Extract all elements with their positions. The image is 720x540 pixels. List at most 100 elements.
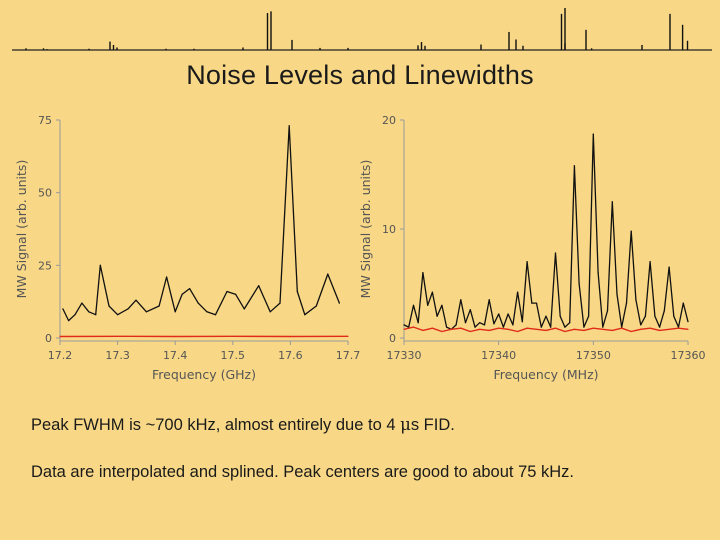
signal-point <box>588 315 590 317</box>
signal-point <box>243 308 245 310</box>
x-tick-label: 17.5 <box>221 349 246 362</box>
noise-point <box>117 335 119 337</box>
signal-point <box>117 314 119 316</box>
signal-point <box>446 326 448 328</box>
noise-point <box>289 335 291 338</box>
signal-point <box>258 285 260 287</box>
signal-point <box>158 305 160 307</box>
signal-point <box>526 261 528 263</box>
signal-point <box>559 315 561 317</box>
x-tick-label: 17.6 <box>278 349 303 362</box>
signal-point <box>597 272 599 274</box>
slide-title: Noise Levels and Linewidths <box>186 60 534 90</box>
noise-point <box>498 327 500 329</box>
signal-point <box>550 326 552 328</box>
noise-point <box>535 328 538 330</box>
signal-point <box>296 290 298 293</box>
signal-point <box>403 324 405 326</box>
signal-point <box>460 299 462 301</box>
noise-point <box>687 328 689 330</box>
signal-point <box>417 322 419 324</box>
signal-point <box>545 315 547 317</box>
signal-point <box>644 315 646 317</box>
y-tick-label: 0 <box>45 332 52 345</box>
signal-point <box>507 313 509 315</box>
signal-point <box>573 165 575 167</box>
y-tick-label: 0 <box>389 332 396 345</box>
signal-point <box>226 290 228 293</box>
signal-point <box>474 326 476 328</box>
signal-point <box>464 322 467 324</box>
signal-point <box>654 315 656 317</box>
noise-point <box>347 335 349 337</box>
signal-point <box>540 326 542 328</box>
signal-point <box>95 314 97 316</box>
signal-point <box>166 276 168 278</box>
chart-panel-mhz: 17330 17340 17350 17360 0 10 20 Frequency (MHz)… <box>358 100 713 395</box>
x-axis-label: Frequency (MHz) <box>493 367 598 382</box>
signal-point <box>554 252 557 254</box>
signal-point <box>649 261 651 263</box>
noise-point <box>659 329 661 331</box>
signal-point <box>502 326 504 328</box>
signal-point <box>108 305 110 307</box>
chart-panel-ghz: 17.2 17.3 17.4 17.5 17.6 17.7 0 25 50 75 Frequency… <box>10 100 360 395</box>
signal-point <box>583 326 585 328</box>
x-tick-label: 17.2 <box>48 349 73 362</box>
caption-interpolation: Data are interpolated and splined. Peak … <box>31 463 575 481</box>
signal-point <box>606 310 609 312</box>
noise-point <box>517 330 519 333</box>
signal-point <box>512 324 514 326</box>
x-tick-label: 17.3 <box>105 349 130 362</box>
y-tick-label: 10 <box>382 223 396 236</box>
signal-point <box>304 314 306 316</box>
x-axis-label: Frequency (GHz) <box>152 367 256 382</box>
noise-point <box>602 328 604 330</box>
x-tick-label: 17.7 <box>336 349 361 362</box>
noise-point <box>668 328 670 330</box>
signal-point <box>338 302 340 304</box>
caption-fwhm-after: s FID. <box>410 416 455 434</box>
signal-point <box>431 291 433 293</box>
signal-point <box>635 299 637 301</box>
noise-point <box>460 327 462 329</box>
signal-point <box>427 304 429 306</box>
noise-point <box>422 329 424 331</box>
signal-point <box>181 293 183 295</box>
signal-point <box>564 326 566 328</box>
noise-point <box>592 327 594 329</box>
signal-point <box>479 322 481 324</box>
signal-point <box>488 299 490 301</box>
noise-point <box>59 335 61 338</box>
noise-point <box>488 329 490 331</box>
x-tick-label: 17350 <box>576 349 611 362</box>
signal-point <box>602 326 604 328</box>
chart-mhz-svg: 17330 17340 17350 17360 0 10 20 Frequency (MHz)… <box>358 114 706 382</box>
noise-point <box>174 335 176 338</box>
signal-point <box>235 293 237 295</box>
signal-point <box>288 125 290 127</box>
noise-point <box>507 328 509 330</box>
signal-series-line <box>62 125 341 322</box>
noise-point <box>677 327 680 329</box>
mu-symbol: μ <box>400 415 411 434</box>
noise-point <box>479 328 481 330</box>
chart-ghz-svg: 17.2 17.3 17.4 17.5 17.6 17.7 0 25 50 75 Frequency… <box>14 114 361 382</box>
signal-point <box>455 324 457 326</box>
noise-point <box>469 330 471 333</box>
y-tick-label: 25 <box>38 259 52 272</box>
noise-point <box>640 328 642 330</box>
noise-point <box>564 330 566 333</box>
signal-point <box>315 305 317 307</box>
signal-point <box>197 302 199 304</box>
caption-fwhm-before: Peak FWHM is ~700 kHz, almost entirely d… <box>31 416 401 434</box>
signal-point <box>408 326 410 328</box>
noise-point <box>621 327 623 329</box>
signal-point <box>135 299 137 301</box>
signal-point <box>498 313 500 315</box>
y-axis-label: MW Signal (arb. units) <box>14 160 29 299</box>
signal-point <box>687 321 689 323</box>
signal-point <box>269 311 271 313</box>
signal-point <box>327 273 329 275</box>
signal-point <box>436 315 438 317</box>
